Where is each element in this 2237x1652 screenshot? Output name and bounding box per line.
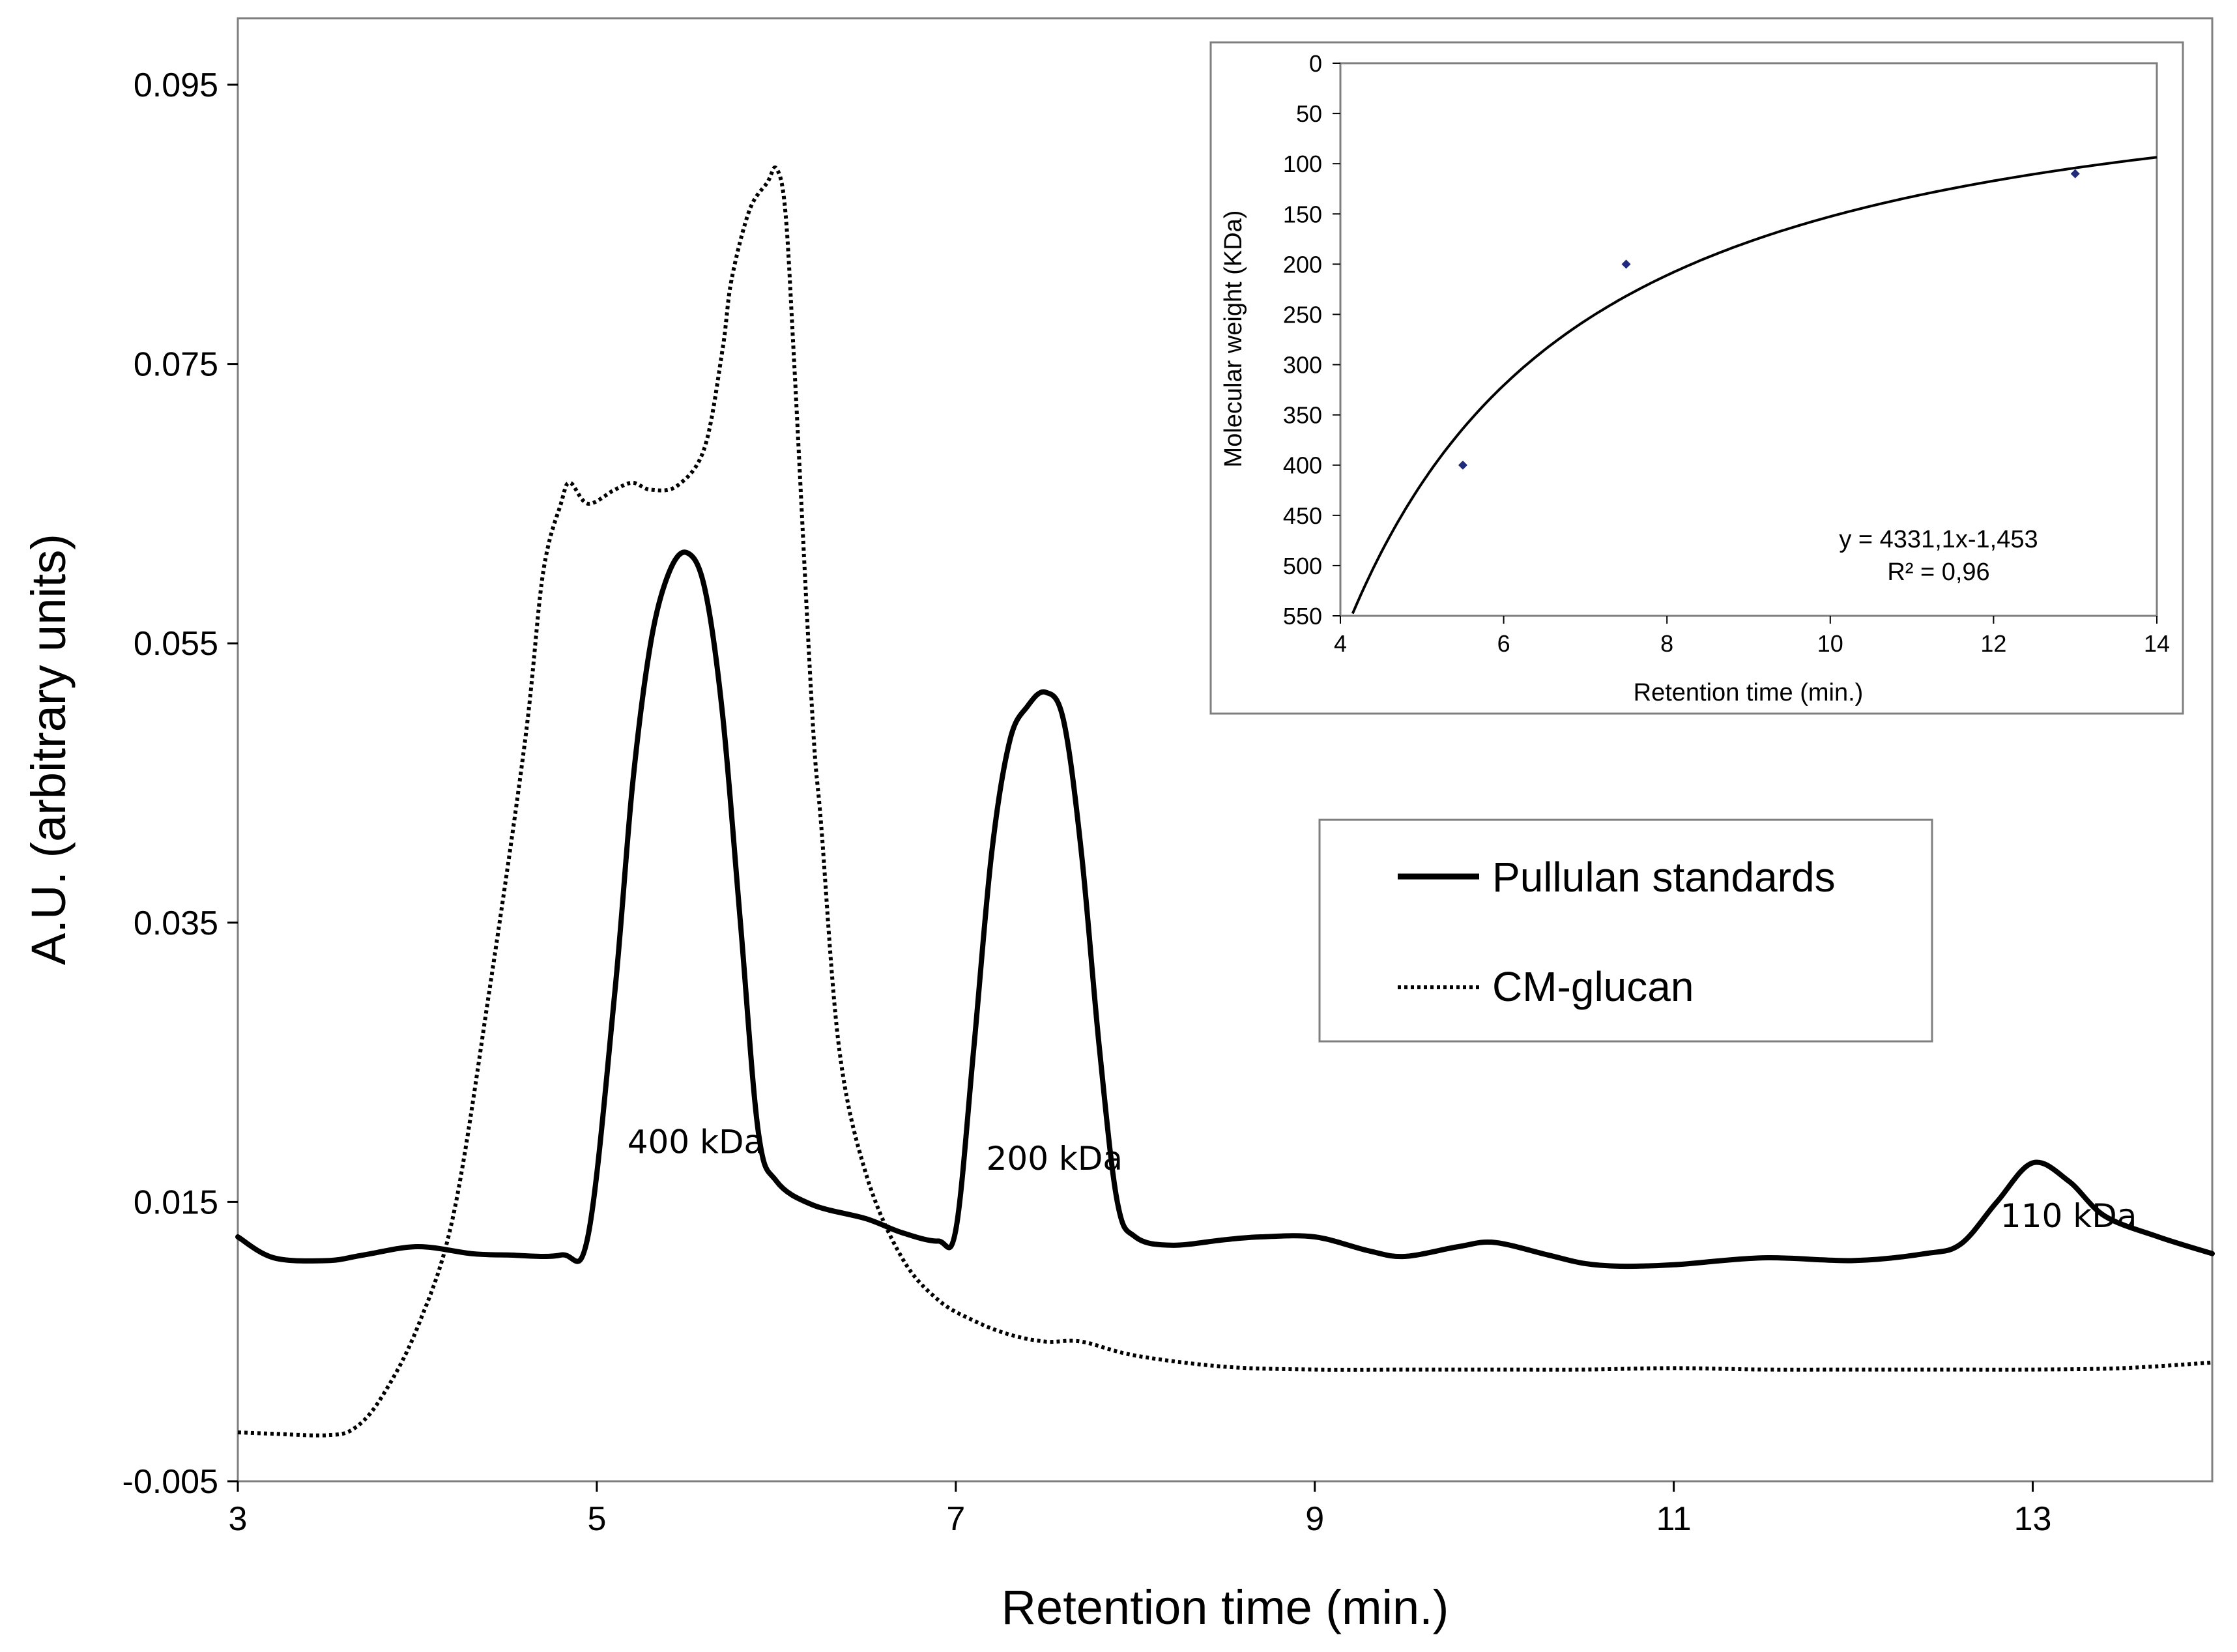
inset-y-tick-label: 0 — [1309, 50, 1322, 77]
legend-label-cm-glucan: CM-glucan — [1492, 963, 1694, 1010]
peak-label-400-kda: 400 kDa — [628, 1123, 764, 1161]
inset-y-tick-label: 550 — [1283, 603, 1322, 630]
inset-y-tick-label: 350 — [1283, 402, 1322, 429]
inset-y-axis: 0 50 100 150 200 250 300 350 400 450 500 550 — [1283, 50, 1340, 630]
main-x-tick-label: 11 — [1656, 1500, 1692, 1538]
main-series-group — [235, 166, 2215, 1438]
legend-box — [1318, 819, 1933, 1043]
inset-y-tick-label: 250 — [1283, 301, 1322, 328]
inset-x-tick-label: 8 — [1660, 630, 1673, 657]
peak-label-110-kda: 110 kDa — [2000, 1197, 2137, 1235]
main-x-tick-label: 5 — [587, 1500, 606, 1538]
inset-y-tick-label: 300 — [1283, 352, 1322, 379]
inset-y-tick-label: 200 — [1283, 251, 1322, 278]
inset-x-tick-label: 10 — [1817, 630, 1843, 657]
inset-x-tick-label: 4 — [1334, 630, 1347, 657]
inset-y-tick-label: 50 — [1296, 100, 1322, 127]
inset-data-point — [1621, 259, 1631, 269]
inset-y-tick-label: 500 — [1283, 553, 1322, 579]
main-x-axis: 3 5 7 9 11 13 — [229, 1481, 2052, 1538]
inset-series-group — [1351, 156, 2158, 615]
series-line-pullulan-standards — [235, 549, 2215, 1269]
main-x-axis-title: Retention time (min.) — [1002, 1580, 1449, 1634]
main-y-tick-label: 0.075 — [134, 346, 218, 384]
inset-x-tick-label: 6 — [1497, 630, 1510, 657]
main-x-tick-label: 3 — [229, 1500, 248, 1538]
inset-y-tick-label: 400 — [1283, 452, 1322, 479]
inset-r-squared: R² = 0,96 — [1887, 558, 1989, 586]
inset-x-tick-label: 14 — [2144, 630, 2170, 657]
inset-data-point — [2070, 169, 2080, 179]
main-y-axis-title: A.U. (arbitrary units) — [22, 534, 76, 965]
inset-trendline — [1351, 156, 2158, 615]
main-y-axis: -0.005 0.015 0.035 0.055 0.075 0.095 — [123, 66, 238, 1501]
series-line-cm-glucan — [237, 166, 2213, 1438]
legend-label-pullulan-standards: Pullulan standards — [1492, 854, 1836, 901]
inset-x-tick-label: 12 — [1980, 630, 2006, 657]
inset-x-axis-title: Retention time (min.) — [1634, 679, 1864, 706]
main-x-tick-label: 13 — [2014, 1500, 2052, 1538]
inset-equation: y = 4331,1x-1,453 — [1839, 526, 2038, 553]
inset-y-tick-label: 450 — [1283, 502, 1322, 529]
main-annotations: 400 kDa 200 kDa 110 kDa — [628, 1123, 2137, 1235]
main-x-tick-label: 9 — [1305, 1500, 1324, 1538]
inset-plot-area — [1339, 62, 2158, 617]
legend: Pullulan standards CM-glucan — [1318, 819, 1933, 1043]
main-y-tick-label: -0.005 — [123, 1463, 218, 1501]
inset-chart: 0 50 100 150 200 250 300 350 400 450 500 550 4 6 8 10 1… — [1209, 41, 2184, 715]
main-y-tick-label: 0.015 — [134, 1183, 218, 1221]
inset-y-tick-label: 150 — [1283, 201, 1322, 227]
main-y-tick-label: 0.095 — [134, 66, 218, 104]
inset-data-point — [1458, 460, 1467, 470]
peak-label-200-kda: 200 kDa — [987, 1140, 1123, 1178]
main-y-tick-label: 0.055 — [134, 625, 218, 663]
main-y-tick-label: 0.035 — [134, 905, 218, 942]
inset-x-axis: 4 6 8 10 12 14 — [1334, 616, 2170, 657]
main-x-tick-label: 7 — [946, 1500, 965, 1538]
inset-y-tick-label: 100 — [1283, 151, 1322, 177]
inset-y-axis-title: Molecular weight (KDa) — [1220, 210, 1247, 468]
